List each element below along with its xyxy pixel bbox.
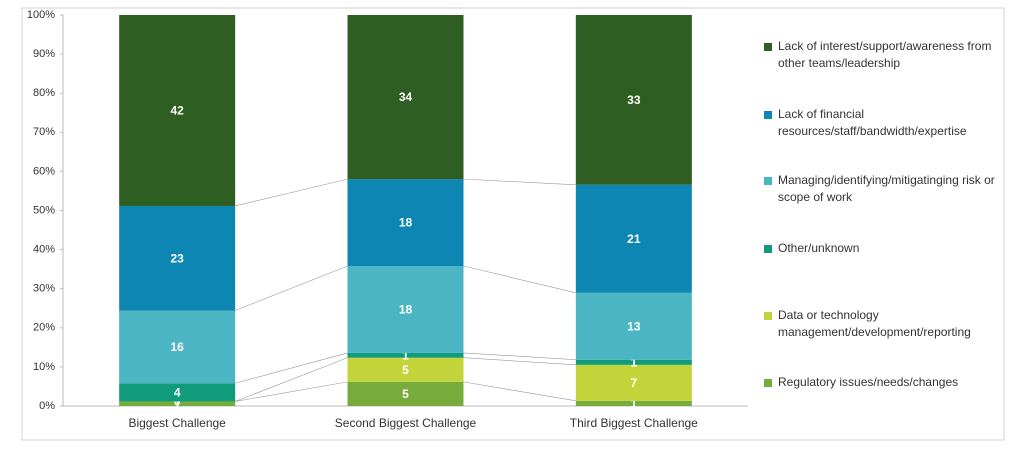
bar-segment bbox=[575, 15, 692, 185]
y-tick-label: 30% bbox=[33, 283, 55, 295]
legend-swatch bbox=[764, 111, 772, 119]
bar-segment bbox=[575, 400, 692, 406]
legend-swatch bbox=[764, 245, 772, 253]
y-tick-label: 20% bbox=[33, 322, 55, 334]
bar-segment bbox=[347, 266, 464, 353]
data-label: 1 bbox=[402, 348, 409, 362]
data-label: 16 bbox=[170, 340, 184, 354]
data-label: 1 bbox=[630, 355, 637, 369]
connector-line bbox=[463, 357, 576, 366]
data-label: 21 bbox=[627, 232, 641, 246]
bar-segment bbox=[119, 15, 236, 206]
connector-line bbox=[463, 352, 576, 360]
connector-line bbox=[463, 265, 576, 294]
legend-label: Data or technology management/developmen… bbox=[778, 308, 971, 339]
bar-segment bbox=[347, 179, 464, 267]
data-label: 1 bbox=[630, 397, 637, 411]
legend-swatch bbox=[764, 312, 772, 320]
chart-border bbox=[21, 7, 1005, 441]
bar-segment bbox=[575, 364, 692, 401]
x-tick-label: Second Biggest Challenge bbox=[335, 416, 477, 430]
y-tick-label: 40% bbox=[33, 244, 55, 256]
legend-swatch bbox=[764, 43, 772, 51]
data-label: 4 bbox=[174, 386, 181, 400]
connector-line bbox=[235, 265, 348, 311]
data-label: 18 bbox=[399, 303, 413, 317]
y-tick-label: 70% bbox=[33, 126, 55, 138]
y-tick-label: 80% bbox=[33, 87, 55, 99]
bar-segment bbox=[575, 359, 692, 365]
connector-line bbox=[235, 381, 348, 402]
y-tick-label: 0% bbox=[39, 400, 55, 412]
data-label: 23 bbox=[170, 251, 184, 265]
data-label: 7 bbox=[630, 376, 637, 390]
legend-label: Lack of financial resources/staff/bandwi… bbox=[778, 107, 967, 138]
connector-line bbox=[235, 352, 348, 384]
legend-label: Managing/identifying/mitigatinging risk … bbox=[778, 173, 995, 204]
data-label: 33 bbox=[627, 93, 641, 107]
data-label: 0 bbox=[174, 395, 181, 409]
legend-label: Lack of interest/support/awareness from … bbox=[778, 39, 992, 70]
data-label: 34 bbox=[399, 90, 413, 104]
data-label: 42 bbox=[170, 104, 184, 118]
bar-segment bbox=[119, 310, 236, 384]
bar-segment bbox=[575, 184, 692, 293]
bar-segment bbox=[119, 205, 236, 311]
y-tick-label: 10% bbox=[33, 361, 55, 373]
x-tick-label: Third Biggest Challenge bbox=[570, 416, 698, 430]
legend-label: Regulatory issues/needs/changes bbox=[778, 375, 959, 389]
bar-segment bbox=[119, 401, 236, 406]
data-label: 1 bbox=[174, 397, 181, 411]
y-tick-label: 90% bbox=[33, 48, 55, 60]
bar-segment bbox=[119, 383, 236, 402]
bar-segment bbox=[347, 352, 464, 358]
legend-swatch bbox=[764, 379, 772, 387]
bar-segment bbox=[347, 381, 464, 406]
data-label: 5 bbox=[402, 387, 409, 401]
data-label: 18 bbox=[399, 216, 413, 230]
connector-line bbox=[463, 381, 576, 402]
legend-label: Other/unknown bbox=[778, 241, 860, 255]
y-tick-label: 50% bbox=[33, 204, 55, 216]
bar-segment bbox=[347, 357, 464, 382]
bar-segment bbox=[575, 292, 692, 360]
connector-line bbox=[235, 178, 348, 207]
connector-line bbox=[235, 357, 348, 402]
data-label: 13 bbox=[627, 319, 641, 333]
connector-line bbox=[463, 178, 576, 186]
data-label: 5 bbox=[402, 363, 409, 377]
y-tick-label: 60% bbox=[33, 165, 55, 177]
y-tick-label: 100% bbox=[27, 9, 55, 21]
legend-swatch bbox=[764, 177, 772, 185]
x-tick-label: Biggest Challenge bbox=[128, 416, 226, 430]
bar-segment bbox=[347, 15, 464, 180]
